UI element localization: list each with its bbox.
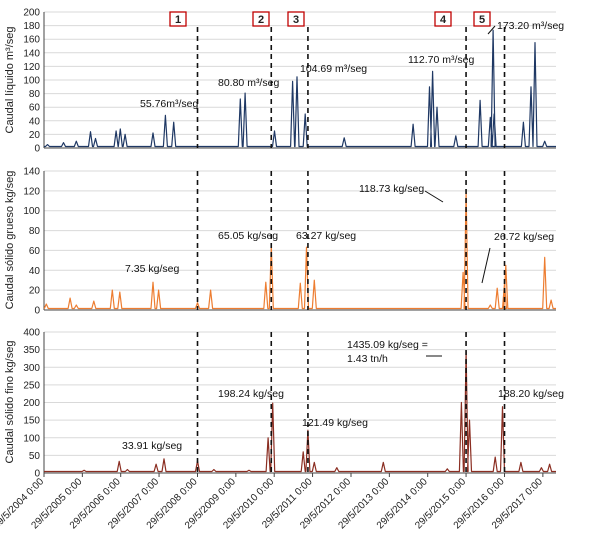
annotation-63-27: 63.27 kg/seg (296, 230, 356, 242)
annotation-1-43-tn-h: 1.43 tn/h (347, 353, 388, 365)
y-tick-label: 400 (23, 328, 40, 339)
y-tick-label: 350 (23, 345, 40, 356)
y-tick-label: 140 (23, 167, 40, 178)
event-marker-5: 5 (473, 11, 491, 27)
y-tick-label: 60 (29, 246, 41, 257)
annotation-33-91: 33.91 kg/seg (122, 440, 182, 452)
event-marker-3-label: 3 (293, 14, 299, 26)
event-marker-4: 4 (434, 11, 452, 27)
annotation-7-35: 7.35 kg/seg (125, 263, 179, 275)
y-tick-label: 150 (23, 416, 40, 427)
panel-fine-sediment: 0 50 100 150 200 250 300 350 400 Caudal sólido f… (0, 328, 564, 532)
series-line (44, 29, 556, 148)
annotation-65-05: 65.05 kg/seg (218, 230, 278, 242)
annotation-80-80: 80.80 m³/seg (218, 77, 279, 89)
annotation-188-20: 188.20 kg/seg (498, 388, 564, 400)
y-tick-label: 0 (34, 306, 40, 317)
panel-3-y-ticks: 0 50 100 150 200 250 300 350 400 (23, 328, 40, 480)
event-marker-4-label: 4 (440, 14, 447, 26)
annotation-198-24: 198.24 kg/seg (218, 388, 284, 400)
y-tick-label: 80 (29, 89, 41, 100)
event-marker-3: 3 (287, 11, 305, 27)
panel-coarse-sediment: 0 20 40 60 80 100 120 140 Caudal sólido grueso … (4, 167, 556, 317)
annotation-118-73: 118.73 kg/seg (359, 183, 424, 195)
y-tick-label: 50 (29, 451, 41, 462)
y-tick-label: 180 (23, 21, 40, 32)
annotation-104-69: 104.69 m³/seg (300, 63, 367, 75)
y-tick-label: 250 (23, 380, 40, 391)
annotation-26-72-pointer (481, 247, 491, 284)
panel-1-gridlines (44, 11, 556, 149)
event-marker-5-box (473, 11, 491, 27)
annotation-26-72: 26.72 kg/seg (494, 231, 554, 243)
event-marker-5-label: 5 (479, 14, 485, 26)
annotation-173-20: 173.20 m³/seg (497, 20, 564, 32)
y-tick-label: 100 (23, 433, 40, 444)
y-tick-label: 100 (23, 206, 40, 217)
panel-liquid-flow: 0 20 40 60 80 100 120 140 160 180 200 Caudal líqui… (4, 8, 564, 155)
y-tick-label: 60 (29, 103, 41, 114)
event-marker-4-box (434, 11, 452, 27)
panel-2-y-ticks: 0 20 40 60 80 100 120 140 (23, 167, 40, 317)
event-marker-2: 2 (252, 11, 270, 27)
series-line (44, 350, 556, 473)
panel-2-y-axis-label: Caudal sólido grueso kg/seg (4, 171, 16, 310)
y-tick-label: 140 (23, 48, 40, 59)
annotation-112-70: 112.70 m³/seg (408, 54, 475, 66)
y-tick-label: 0 (34, 469, 40, 480)
y-tick-label: 300 (23, 363, 40, 374)
y-tick-label: 200 (23, 8, 40, 19)
y-tick-label: 20 (29, 286, 41, 297)
y-tick-label: 120 (23, 62, 40, 73)
y-tick-label: 120 (23, 186, 40, 197)
event-marker-1-box (169, 11, 187, 27)
annotation-121-49: 121.49 kg/seg (302, 417, 368, 429)
event-marker-1-label: 1 (175, 14, 181, 26)
panel-1-y-axis-label: Caudal líquido m³/seg (4, 26, 16, 133)
panel-1-y-ticks: 0 20 40 60 80 100 120 140 160 180 200 (23, 8, 40, 155)
y-tick-label: 80 (29, 226, 41, 237)
y-tick-label: 160 (23, 35, 40, 46)
event-marker-2-box (252, 11, 270, 27)
panel-3-series (44, 350, 556, 473)
y-tick-label: 200 (23, 398, 40, 409)
panel-3-y-axis-label: Caudal sólido fino kg/seg (4, 341, 16, 464)
annotation-55-76: 55.76m³/seg (140, 98, 199, 110)
annotation-173-20-pointer (487, 25, 496, 35)
event-marker-2-label: 2 (258, 14, 264, 26)
event-dashed-lines (196, 27, 506, 473)
y-tick-label: 40 (29, 116, 41, 127)
panel-1-series (44, 29, 556, 148)
y-tick-label: 0 (34, 144, 40, 155)
panel-3-gridlines (44, 331, 556, 474)
event-marker-1: 1 (169, 11, 187, 27)
y-tick-label: 40 (29, 266, 41, 277)
event-marker-3-box (287, 11, 305, 27)
annotation-1435-09: 1435.09 kg/seg = (347, 339, 428, 351)
annotation-118-73-pointer (424, 190, 444, 203)
y-tick-label: 20 (29, 130, 41, 141)
y-tick-label: 100 (23, 76, 40, 87)
